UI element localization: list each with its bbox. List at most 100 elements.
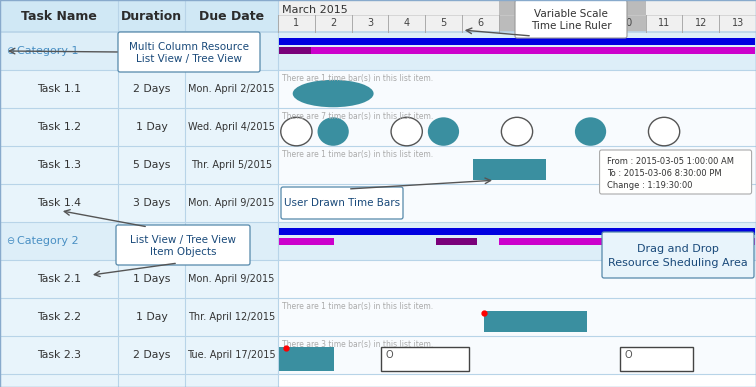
FancyBboxPatch shape	[602, 232, 754, 278]
Bar	[278, 298, 756, 336]
Bar	[436, 238, 476, 245]
FancyBboxPatch shape	[600, 150, 751, 194]
Bar	[278, 222, 756, 260]
Text: Task Name: Task Name	[21, 10, 97, 22]
Bar	[381, 348, 469, 371]
Bar	[279, 348, 334, 371]
Text: 1 Days: 1 Days	[133, 274, 170, 284]
FancyBboxPatch shape	[116, 225, 250, 265]
Text: 5: 5	[440, 19, 447, 29]
Ellipse shape	[293, 80, 373, 107]
Ellipse shape	[649, 117, 680, 146]
Text: Task 2.2: Task 2.2	[37, 312, 81, 322]
Text: List View / Tree View: List View / Tree View	[136, 54, 242, 64]
Text: 13: 13	[732, 19, 744, 29]
Text: Task 2.3: Task 2.3	[37, 350, 81, 360]
Text: Category 1: Category 1	[17, 46, 79, 56]
Bar	[499, 0, 646, 32]
Bar	[484, 311, 587, 332]
Text: There are 1 time bar(s) in this list item.: There are 1 time bar(s) in this list ite…	[282, 301, 433, 310]
Bar	[278, 336, 756, 374]
Ellipse shape	[428, 117, 459, 146]
Bar	[278, 0, 756, 32]
Bar	[278, 70, 756, 108]
Ellipse shape	[391, 117, 423, 146]
Text: 2: 2	[330, 19, 336, 29]
Text: 11: 11	[658, 19, 671, 29]
Text: There are 1 time bar(s) in this list item.: There are 1 time bar(s) in this list ite…	[282, 74, 433, 82]
Text: ⊖: ⊖	[6, 46, 14, 56]
Ellipse shape	[318, 117, 349, 146]
Text: 6: 6	[477, 19, 483, 29]
Text: User Drawn Time Bars: User Drawn Time Bars	[284, 198, 400, 208]
Text: 1 Day: 1 Day	[135, 312, 167, 322]
Bar	[278, 0, 756, 387]
Text: 2 Days: 2 Days	[133, 350, 170, 360]
Text: 1: 1	[293, 19, 299, 29]
Text: Task 1.1: Task 1.1	[37, 84, 81, 94]
Bar	[0, 0, 278, 387]
Text: 12: 12	[695, 19, 707, 29]
FancyBboxPatch shape	[118, 32, 260, 72]
Text: Thr. April 5/2015: Thr. April 5/2015	[191, 160, 272, 170]
Text: 3: 3	[367, 19, 373, 29]
Bar	[0, 0, 278, 32]
Bar	[278, 184, 756, 222]
Text: From : 2015-03-05 1:00:00 AM: From : 2015-03-05 1:00:00 AM	[606, 158, 733, 166]
Text: Item Objects: Item Objects	[150, 247, 216, 257]
Bar	[278, 146, 756, 184]
Text: To : 2015-03-06 8:30:00 PM: To : 2015-03-06 8:30:00 PM	[606, 170, 721, 178]
FancyBboxPatch shape	[515, 0, 627, 38]
Text: Drag and Drop: Drag and Drop	[637, 244, 719, 254]
Text: Change : 1:19:30:00: Change : 1:19:30:00	[606, 182, 692, 190]
Ellipse shape	[575, 117, 606, 146]
Text: O: O	[386, 350, 394, 360]
Bar	[279, 47, 755, 54]
Bar	[279, 228, 755, 235]
Text: March 2015: March 2015	[282, 5, 348, 15]
Bar	[499, 238, 755, 245]
Bar	[278, 260, 756, 298]
Ellipse shape	[280, 117, 312, 146]
Bar	[620, 348, 693, 371]
Text: There are 1 time bar(s) in this list item.: There are 1 time bar(s) in this list ite…	[282, 149, 433, 159]
Text: Thr. April 12/2015: Thr. April 12/2015	[188, 312, 275, 322]
Ellipse shape	[501, 117, 533, 146]
Bar	[278, 108, 756, 146]
Text: O: O	[625, 350, 633, 360]
FancyBboxPatch shape	[281, 187, 403, 219]
Text: 5 Days: 5 Days	[133, 160, 170, 170]
Text: Resource Sheduling Area: Resource Sheduling Area	[608, 259, 748, 269]
Text: Mon. April 9/2015: Mon. April 9/2015	[188, 274, 274, 284]
Bar	[472, 159, 547, 180]
Bar	[279, 238, 334, 245]
Text: Mon. April 2/2015: Mon. April 2/2015	[188, 84, 274, 94]
Bar	[279, 38, 755, 45]
Text: 2 Days: 2 Days	[133, 84, 170, 94]
Text: Tue. April 17/2015: Tue. April 17/2015	[187, 350, 276, 360]
Text: Due Date: Due Date	[199, 10, 264, 22]
Text: Variable Scale: Variable Scale	[534, 9, 608, 19]
Text: Mon. April 9/2015: Mon. April 9/2015	[188, 198, 274, 208]
Text: Category 2: Category 2	[17, 236, 79, 246]
Bar	[0, 32, 278, 70]
Text: List View / Tree View: List View / Tree View	[130, 235, 236, 245]
Text: Multi Column Resource: Multi Column Resource	[129, 41, 249, 51]
Text: Wed. April 4/2015: Wed. April 4/2015	[188, 122, 275, 132]
Text: 10: 10	[621, 19, 634, 29]
Text: There are 3 time bar(s) in this list item.: There are 3 time bar(s) in this list ite…	[282, 339, 433, 349]
Bar	[279, 47, 311, 54]
Bar	[0, 222, 278, 260]
Text: There are 7 time bar(s) in this list item.: There are 7 time bar(s) in this list ite…	[282, 111, 433, 120]
Text: 3 Days: 3 Days	[133, 198, 170, 208]
Bar	[278, 32, 756, 70]
Text: 9: 9	[587, 19, 593, 29]
Text: Time Line Ruler: Time Line Ruler	[531, 21, 612, 31]
Text: Duration: Duration	[121, 10, 182, 22]
Text: Task 1.2: Task 1.2	[37, 122, 81, 132]
Text: 7: 7	[514, 19, 520, 29]
Text: 4: 4	[404, 19, 410, 29]
Text: ⊖: ⊖	[6, 236, 14, 246]
Text: Task 2.1: Task 2.1	[37, 274, 81, 284]
Text: Task 1.3: Task 1.3	[37, 160, 81, 170]
